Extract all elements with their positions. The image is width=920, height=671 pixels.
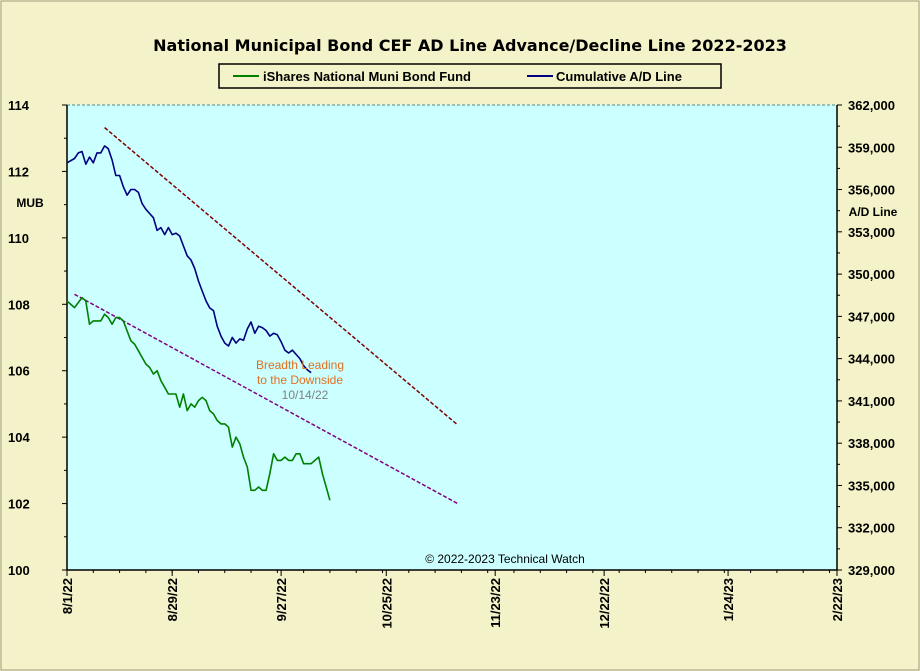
series-lines (66, 145, 331, 501)
left-tick-label: 110 (8, 231, 29, 246)
right-tick-label: 341,000 (848, 394, 895, 409)
annotation-line-2: to the Downside (257, 373, 343, 387)
legend-box (218, 63, 722, 89)
legend-label-fund: iShares National Muni Bond Fund (263, 69, 471, 84)
plot-area (67, 105, 837, 570)
left-axis-label: MUB (16, 196, 44, 210)
left-tick-label: 104 (8, 430, 30, 445)
x-ticks: 8/1/22 8/29/22 9/27/22 10/25/22 11/23/22 12/2… (60, 570, 845, 629)
x-tick-label: 12/22/22 (597, 578, 612, 629)
right-tick-label: 329,000 (848, 563, 895, 578)
legend-label-adline: Cumulative A/D Line (556, 69, 682, 84)
annotation: Breadth Leading to the Downside 10/14/22 (256, 358, 344, 402)
right-tick-label: 359,000 (848, 140, 895, 155)
left-ticks: 100 102 104 106 108 110 112 114 (8, 98, 67, 578)
annotation-line-1: Breadth Leading (256, 358, 344, 372)
right-tick-label: 362,000 (848, 98, 895, 113)
right-tick-label: 338,000 (848, 436, 895, 451)
x-tick-label: 10/25/22 (379, 578, 394, 629)
right-tick-label: 335,000 (848, 478, 895, 493)
right-ticks: 329,000 332,000 335,000 338,000 341,000 344,0… (837, 98, 895, 578)
right-tick-label: 356,000 (848, 183, 895, 198)
x-tick-label: 8/1/22 (60, 578, 75, 614)
left-tick-label: 112 (8, 164, 29, 179)
x-tick-label: 8/29/22 (165, 578, 180, 621)
annotation-date: 10/14/22 (282, 388, 329, 402)
x-tick-label: 1/24/23 (721, 578, 736, 621)
right-tick-label: 332,000 (848, 521, 895, 536)
right-tick-label: 344,000 (848, 352, 895, 367)
x-tick-label: 2/22/23 (830, 578, 845, 621)
right-tick-label: 353,000 (848, 225, 895, 240)
trendlines (74, 126, 459, 505)
legend: iShares National Muni Bond Fund Cumulati… (218, 63, 722, 89)
series-line-fund (66, 296, 331, 501)
left-tick-label: 100 (8, 563, 30, 578)
trendline-right (104, 126, 459, 426)
right-axis-label: A/D Line (849, 205, 898, 219)
right-tick-label: 350,000 (848, 267, 895, 282)
chart-title: National Municipal Bond CEF AD Line Adva… (153, 36, 787, 55)
left-tick-label: 108 (8, 297, 30, 312)
left-tick-label: 114 (8, 98, 30, 113)
x-tick-label: 11/23/22 (488, 578, 503, 628)
x-tick-label: 9/27/22 (274, 578, 289, 621)
copyright: © 2022-2023 Technical Watch (425, 552, 585, 566)
left-tick-label: 102 (8, 497, 30, 512)
trendline-left (74, 293, 458, 505)
left-tick-label: 106 (8, 364, 30, 379)
series-line-adline (66, 145, 312, 374)
right-tick-label: 347,000 (848, 309, 895, 324)
